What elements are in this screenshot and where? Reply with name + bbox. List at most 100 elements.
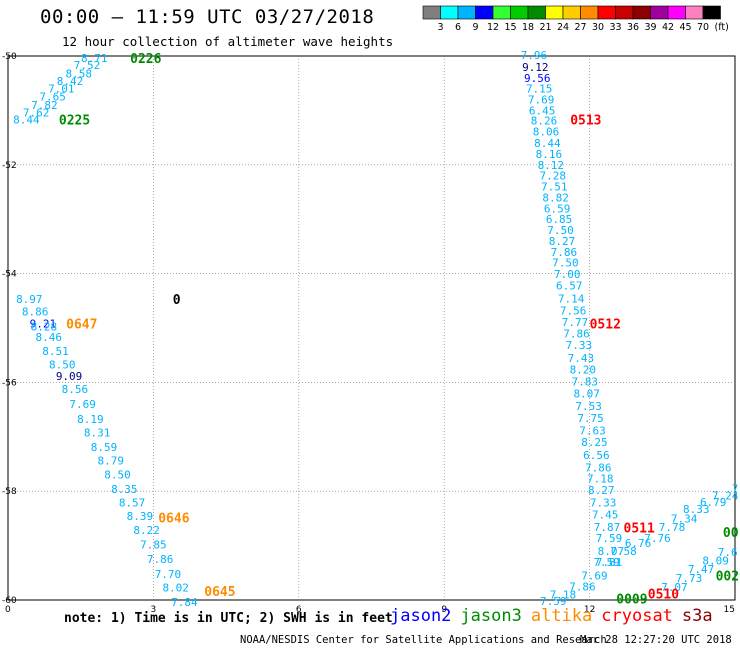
swh-value-label: 8.79 xyxy=(97,455,124,468)
swh-value-label: 9.56 xyxy=(524,72,551,85)
swh-value-label: 6.79 xyxy=(700,496,727,509)
color-scale-label: 33 xyxy=(609,22,621,33)
swh-value-label: 7.59 xyxy=(596,532,623,545)
swh-value-label: 7.00 xyxy=(554,268,581,281)
swh-value-label: 8.22 xyxy=(133,524,160,537)
swh-value-label: 8.42 xyxy=(57,75,84,88)
swh-value-label: 7.59 xyxy=(593,556,620,569)
swh-value-label: 8.35 xyxy=(111,483,138,496)
swh-value-label: 8.86 xyxy=(22,306,49,319)
swh-value-label: 6.76 xyxy=(625,537,652,550)
swh-value-label: 8.44 xyxy=(534,137,561,150)
swh-value-label: 7.18 xyxy=(550,589,577,602)
color-scale-label: 18 xyxy=(522,22,534,33)
swh-value-label: 7.58 xyxy=(610,545,637,558)
swh-value-label: 8.50 xyxy=(104,468,131,481)
swh-value-label: 7.18 xyxy=(587,473,614,486)
swh-value-label: 7.14 xyxy=(558,293,585,306)
y-tick-label: -60 xyxy=(2,596,17,606)
pass-time-label: 0225 xyxy=(59,114,90,129)
swh-value-label: 7.50 xyxy=(552,257,579,270)
footer-generated-time: Mar 28 12:27:20 UTC 2018 xyxy=(580,634,732,646)
swh-value-label: 7.51 xyxy=(541,181,568,194)
color-scale: 3 6 9 12 15 18 21 24 27 30 33 36 39 42 45 70 (ft) xyxy=(422,5,729,33)
color-scale-label: 30 xyxy=(592,22,604,33)
swh-value-label: 8.27 xyxy=(588,484,615,497)
pass-time-label: 0 xyxy=(173,293,181,308)
swh-value-label: 8.12 xyxy=(538,159,565,172)
x-tick-label: 9 xyxy=(441,605,447,615)
swh-value-label: 7.33 xyxy=(566,339,593,352)
color-scale-swatch xyxy=(475,5,494,20)
pass-time-label: 0513 xyxy=(570,114,601,129)
swh-value-label: 8.82 xyxy=(542,191,569,204)
swh-value-label: 7.73 xyxy=(676,572,703,585)
swh-value-label: 7.15 xyxy=(526,83,553,96)
color-scale-swatch xyxy=(685,5,704,20)
swh-value-label: 7.47 xyxy=(688,563,715,576)
pass-time-label: 0645 xyxy=(204,585,235,600)
pass-time-label: 0511 xyxy=(624,522,655,537)
swh-value-label: 7.87 xyxy=(594,521,621,534)
chart-axes: 0 3 6 9 12 15 -50 -52 -54 -56 -58 -60 xyxy=(2,52,735,615)
swh-value-label: 7.43 xyxy=(568,352,595,365)
swh-value-label: 6.56 xyxy=(583,449,610,462)
x-tick-label: 6 xyxy=(296,605,302,615)
swh-value-label: 7 xyxy=(732,482,739,495)
color-scale-label: 21 xyxy=(539,22,551,33)
swh-value-label: 6.59 xyxy=(544,202,571,215)
color-scale-swatch xyxy=(597,5,616,20)
color-scale-swatch xyxy=(667,5,686,20)
pass-time-label: 0226 xyxy=(130,52,161,67)
swh-value-label: 8.27 xyxy=(549,235,576,248)
color-scale-label: 36 xyxy=(627,22,639,33)
swh-value-label: 7.50 xyxy=(547,224,574,237)
swh-value-label: 7.52 xyxy=(74,59,101,72)
y-tick-label: -52 xyxy=(2,161,17,171)
pass-time-labels: 0225 0226 0009 0029 00 0647 0646 0645 0513 0512 05… xyxy=(59,52,740,607)
y-tick-label: -50 xyxy=(2,52,17,62)
swh-value-label: 7.59 xyxy=(540,595,567,608)
color-scale-label: 45 xyxy=(679,22,691,33)
swh-value-label: 8.58 xyxy=(66,67,93,80)
chart-title: 00:00 – 11:59 UTC 03/27/2018 xyxy=(40,6,375,28)
pass-time-label: 0512 xyxy=(590,318,621,333)
swh-value-label: 7.76 xyxy=(644,532,671,545)
swh-value-label: 7.33 xyxy=(590,497,617,510)
color-scale-swatch xyxy=(562,5,581,20)
x-tick-label: 0 xyxy=(5,605,11,615)
color-scale-swatch xyxy=(650,5,669,20)
swh-value-label: 9.21 xyxy=(30,318,57,331)
swh-value-label: 7.84 xyxy=(171,596,198,609)
color-scale-swatch xyxy=(580,5,599,20)
color-scale-swatch xyxy=(440,5,459,20)
swh-value-label: 8.19 xyxy=(77,413,104,426)
swh-value-label: 8.31 xyxy=(84,426,111,439)
swh-value-label: 8.09 xyxy=(702,554,729,567)
swh-value-label: 8.44 xyxy=(13,114,40,127)
color-scale-swatch xyxy=(422,5,441,20)
swh-value-label: 8.57 xyxy=(119,497,146,510)
color-scale-swatch xyxy=(632,5,651,20)
color-scale-swatch xyxy=(527,5,546,20)
swh-value-label: 7.01 xyxy=(48,83,75,96)
swh-value-label: 7.70 xyxy=(155,568,182,581)
color-scale-swatch xyxy=(702,5,721,20)
y-tick-label: -54 xyxy=(2,270,17,280)
swh-value-label: 7.28 xyxy=(540,170,567,183)
pass-time-label: 0510 xyxy=(648,587,679,602)
swh-value-label: 8.51 xyxy=(42,345,69,358)
color-scale-swatch xyxy=(457,5,476,20)
swh-value-label: 8.07 xyxy=(573,387,600,400)
legend-entry: s3a xyxy=(681,606,713,626)
swh-tracks: 8.717.528.588.427.017.657.827.628.448.97… xyxy=(13,49,739,609)
y-tick-label: -56 xyxy=(2,378,17,388)
swh-value-label: 8.25 xyxy=(581,436,608,449)
swh-value-label: 7.86 xyxy=(563,327,590,340)
legend-entry: altika xyxy=(530,606,593,626)
color-scale-label: 12 xyxy=(487,22,499,33)
pass-time-label: 00 xyxy=(723,526,739,541)
swh-value-label: 7.86 xyxy=(585,461,612,474)
swh-value-label: 7.34 xyxy=(671,512,698,525)
swh-value-label: 8.97 xyxy=(16,293,43,306)
